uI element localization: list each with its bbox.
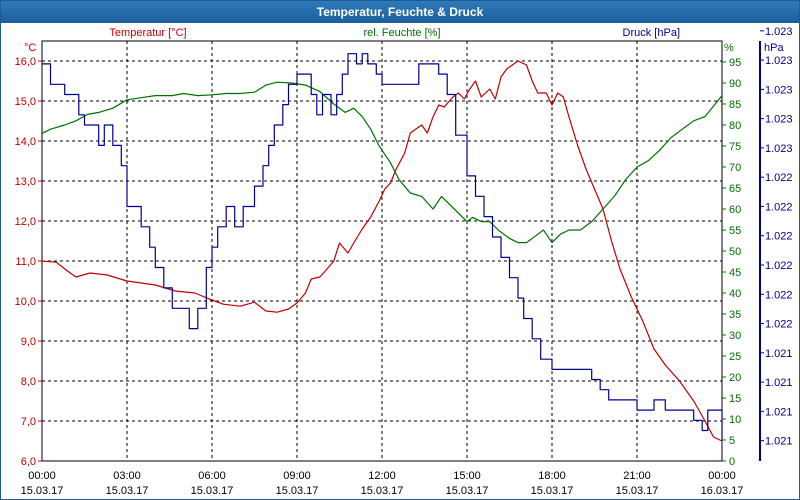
pressure-tick-label: 1.021 <box>765 406 793 418</box>
x-tick-date: 15.03.17 <box>361 485 404 497</box>
temperature-tick-label: 9,0 <box>21 336 36 348</box>
humidity-tick-label: 40 <box>729 288 741 300</box>
pressure-tick-label: 1.023 <box>765 55 793 67</box>
pressure-series-line <box>42 53 723 441</box>
pressure-tick-label: 1.022 <box>765 319 793 331</box>
humidity-tick-label: 70 <box>729 162 741 174</box>
pressure-tick-label: 1.022 <box>765 201 793 213</box>
humidity-series-line <box>41 81 723 244</box>
humidity-tick-label: 0 <box>729 456 735 468</box>
pressure-tick-label: 1.023 <box>765 26 793 38</box>
humidity-tick-label: 80 <box>729 120 741 132</box>
x-tick-date: 16.03.17 <box>701 485 744 497</box>
pressure-tick-label: 1.023 <box>765 114 793 126</box>
temperature-unit-label: °C <box>24 42 36 54</box>
temperature-tick-label: 10,0 <box>15 296 36 308</box>
humidity-tick-label: 50 <box>729 246 741 258</box>
x-tick-time: 09:00 <box>283 470 311 482</box>
x-tick-time: 12:00 <box>368 470 396 482</box>
pressure-tick-label: 1.023 <box>765 84 793 96</box>
temperature-tick-label: 13,0 <box>15 176 36 188</box>
x-tick-time: 03:00 <box>113 470 141 482</box>
x-tick-time: 00:00 <box>708 470 736 482</box>
series-lines <box>41 53 723 442</box>
pressure-tick-label: 1.022 <box>765 172 793 184</box>
x-tick-date: 15.03.17 <box>191 485 234 497</box>
x-tick-date: 15.03.17 <box>106 485 149 497</box>
x-tick-time: 06:00 <box>198 470 226 482</box>
humidity-tick-label: 65 <box>729 183 741 195</box>
humidity-tick-label: 25 <box>729 351 741 363</box>
temperature-tick-label: 8,0 <box>21 376 36 388</box>
humidity-tick-label: 10 <box>729 414 741 426</box>
temperature-series-line <box>41 60 723 442</box>
temperature-tick-label: 15,0 <box>15 96 36 108</box>
humidity-tick-label: 45 <box>729 267 741 279</box>
pressure-tick-label: 1.023 <box>765 143 793 155</box>
humidity-tick-label: 55 <box>729 225 741 237</box>
x-tick-time: 18:00 <box>538 470 566 482</box>
x-tick-date: 15.03.17 <box>616 485 659 497</box>
x-tick-date: 15.03.17 <box>21 485 64 497</box>
humidity-tick-label: 15 <box>729 393 741 405</box>
humidity-tick-label: 5 <box>729 435 735 447</box>
temperature-tick-label: 7,0 <box>21 416 36 428</box>
chart-title: Temperatur, Feuchte & Druck <box>1 1 799 23</box>
pressure-tick-label: 1.021 <box>765 377 793 389</box>
pressure-tick-label: 1.022 <box>765 289 793 301</box>
humidity-tick-label: 20 <box>729 372 741 384</box>
humidity-tick-label: 75 <box>729 141 741 153</box>
pressure-legend: Druck [hPa] <box>623 27 680 39</box>
x-tick-date: 15.03.17 <box>531 485 574 497</box>
humidity-tick-label: 30 <box>729 330 741 342</box>
humidity-legend: rel. Feuchte [%] <box>363 27 440 39</box>
x-tick-time: 21:00 <box>623 470 651 482</box>
temperature-tick-label: 6,0 <box>21 456 36 468</box>
temperature-tick-label: 16,0 <box>15 56 36 68</box>
pressure-unit-label: hPa <box>764 42 784 54</box>
humidity-tick-label: 95 <box>729 57 741 69</box>
temperature-tick-label: 12,0 <box>15 216 36 228</box>
pressure-tick-label: 1.022 <box>765 260 793 272</box>
tick-labels: 00:00 15.03.17 03:00 15.03.17 06:00 15.03.17 0… <box>15 26 793 497</box>
pressure-tick-label: 1.021 <box>765 348 793 360</box>
pressure-tick-label: 1.021 <box>765 436 793 448</box>
temperature-legend: Temperatur [°C] <box>109 27 186 39</box>
humidity-tick-label: 35 <box>729 309 741 321</box>
x-tick-time: 00:00 <box>28 470 56 482</box>
humidity-tick-label: 85 <box>729 99 741 111</box>
humidity-tick-label: 60 <box>729 204 741 216</box>
temperature-tick-label: 14,0 <box>15 136 36 148</box>
x-tick-date: 15.03.17 <box>276 485 319 497</box>
x-tick-date: 15.03.17 <box>446 485 489 497</box>
humidity-tick-label: 90 <box>729 78 741 90</box>
x-tick-time: 15:00 <box>453 470 481 482</box>
humidity-unit-label: % <box>724 42 734 54</box>
pressure-tick-label: 1.022 <box>765 231 793 243</box>
temperature-tick-label: 11,0 <box>15 256 36 268</box>
